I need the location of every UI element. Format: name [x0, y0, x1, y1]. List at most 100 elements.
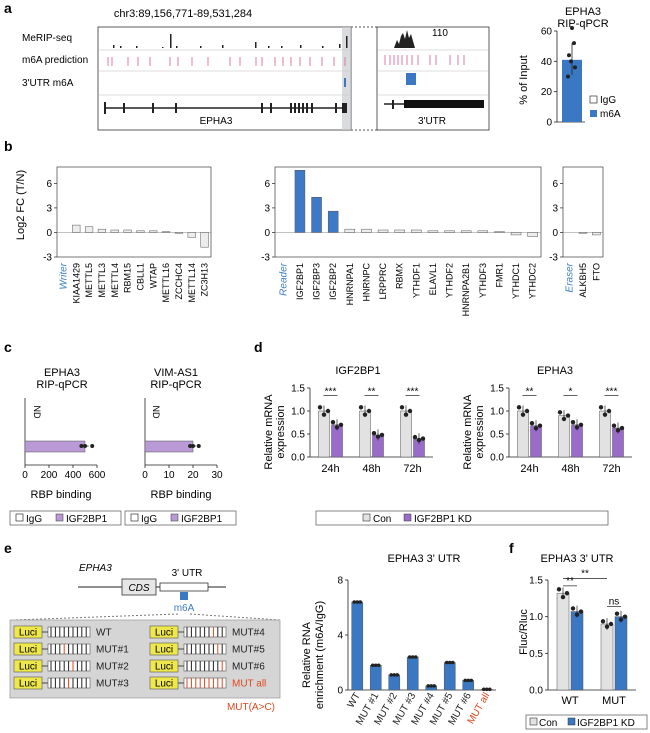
- chart-f-y-tick-label: 1.0: [529, 612, 543, 623]
- legend-igg-swatch: [589, 95, 598, 104]
- chart-a-point: [569, 59, 573, 64]
- chart-f-bar-kd: [614, 616, 628, 691]
- chart-b-tick-label: 6: [552, 179, 558, 190]
- chart-d-point: [615, 428, 621, 433]
- chart-b-bar: [394, 229, 405, 233]
- construct-name: MUT#2: [96, 662, 129, 673]
- chart-d-category-label: 72h: [403, 463, 421, 475]
- chart-d-point: [533, 426, 539, 431]
- chart-d-point: [371, 430, 377, 436]
- chart-d-category-label: 72h: [602, 463, 620, 475]
- legend-f-kd: IGF2BP1 KD: [577, 718, 635, 729]
- chart-e-ylabel-2: enrichment (m6A/IgG): [314, 601, 326, 709]
- chart-b-category-label: IGF2BP1: [295, 263, 305, 300]
- chart-d-point: [611, 423, 617, 428]
- chart-c-tick-label: 20: [187, 470, 199, 481]
- chart-d-y-tick-label: 0.5: [490, 430, 504, 441]
- chart-d-point: [366, 408, 372, 414]
- chart-b-category-label: METTL16: [161, 263, 171, 303]
- chart-b-tick-label: 3: [552, 203, 558, 214]
- construct-luci-label: Luci: [155, 662, 173, 673]
- chart-d-category-label: 24h: [321, 463, 339, 475]
- merip-peak: [162, 47, 164, 48]
- chart-d-bar-con: [517, 410, 529, 458]
- legend-c-right-igg: IgG: [141, 514, 157, 525]
- zoom-peak-value: 110: [432, 28, 448, 39]
- chart-f-sig-label: **: [581, 569, 589, 580]
- chart-b-ylabel: Log2 FC (T/N): [15, 170, 27, 240]
- chart-b-tick-label: 0: [46, 228, 52, 239]
- chart-d-point: [606, 408, 612, 414]
- legend-c-right-igf2bp1: IGF2BP1: [181, 514, 223, 525]
- chart-c-point: [196, 444, 201, 448]
- chart-d-bar-con: [558, 415, 570, 458]
- construct-name: MUT#4: [232, 628, 265, 639]
- chart-d-left-ylabel-2: expression: [275, 405, 287, 458]
- chart-d-point: [334, 425, 340, 430]
- chart-b-category-label: HNRNPA1: [345, 263, 355, 305]
- chart-d-point: [407, 408, 413, 414]
- chart-b-bar: [97, 228, 107, 233]
- schematic-utr: 3' UTR: [172, 568, 203, 579]
- chart-d-bar-con: [599, 410, 611, 458]
- chart-a-point: [572, 41, 576, 46]
- chart-b-group-label: Eraser: [565, 262, 576, 292]
- chart-b-bar: [460, 230, 472, 233]
- schematic-gene-name: EPHA3: [79, 563, 112, 574]
- chart-f-bar-con: [600, 623, 614, 691]
- chart-b-tick-label: 0: [264, 228, 270, 239]
- chart-d-sig-label: *: [569, 386, 573, 397]
- chart-d-y-tick-label: 1.5: [291, 384, 305, 395]
- chart-f-sig-label: ns: [609, 596, 620, 607]
- chart-d-point: [330, 420, 336, 425]
- chart-d-point: [379, 432, 385, 438]
- chart-b-group-label: Reader: [278, 262, 289, 295]
- construct-luci-label: Luci: [155, 679, 173, 690]
- chart-d-point: [524, 408, 530, 414]
- chart-e-category-label: WT: [346, 691, 363, 710]
- chart-e-point: [481, 687, 486, 692]
- chart-b-category-label: WTAP: [148, 263, 158, 288]
- panel-letter-c: c: [4, 339, 12, 355]
- merip-peak: [113, 45, 115, 48]
- construct-luci-label: Luci: [19, 628, 37, 639]
- chart-f-point: [622, 614, 628, 619]
- chart-b-category-label: LRPPRC: [378, 263, 388, 300]
- chart-d-sig-label: **: [368, 386, 376, 397]
- chart-d-point: [565, 413, 571, 418]
- chart-e-y-tick-label: 8: [337, 576, 343, 587]
- chart-b-category-label: YTHDC2: [528, 263, 538, 299]
- chart-a-ylabel: % of Input: [518, 55, 530, 105]
- chart-d-point: [399, 405, 405, 410]
- chart-a-title-line1: EPHA3: [565, 6, 601, 18]
- chart-c-left-title-1: EPHA3: [44, 367, 80, 379]
- chart-b-category-label: IGF2BP3: [312, 263, 322, 300]
- chart-a-ripqpcr: EPHA3 RIP-qPCR 0 20 40 60 % of Input IgG m6…: [518, 6, 621, 129]
- chart-e-bar: [406, 656, 419, 691]
- chart-b-bar: [123, 229, 132, 233]
- chart-d-point: [537, 423, 543, 428]
- chart-b-panel-frame: [562, 166, 604, 258]
- chart-b-category-label: YTHDC1: [511, 263, 521, 299]
- legend-igg-label: IgG: [600, 95, 616, 106]
- chart-f-point: [564, 591, 570, 596]
- chart-d-sig-label: ***: [325, 386, 337, 397]
- chart-b-category-label: KIAA1429: [71, 263, 81, 304]
- chart-d-point: [602, 412, 608, 417]
- chart-f-category-label: WT: [561, 695, 578, 707]
- chart-b-category-label: METTL14: [187, 263, 197, 303]
- chart-d-category-label: 48h: [561, 463, 579, 475]
- chart-f-point: [574, 612, 580, 617]
- legend-c-left-igg: IgG: [26, 514, 42, 525]
- chart-b-category-label: HNRNPC: [361, 263, 371, 302]
- chart-d-point: [375, 434, 381, 439]
- chart-f-legend: Con IGF2BP1 KD: [525, 714, 648, 730]
- chart-d-sig-label: ***: [606, 386, 618, 397]
- panel-letter-a: a: [4, 0, 12, 16]
- chart-e-bar: [351, 601, 364, 691]
- chart-e-point: [389, 673, 394, 677]
- chart-d-point: [321, 412, 327, 417]
- chart-b-tick-label: -3: [261, 253, 270, 264]
- genome-browser: EPHA3: [97, 26, 352, 131]
- chart-b-category-label: ZCCHC4: [174, 263, 184, 300]
